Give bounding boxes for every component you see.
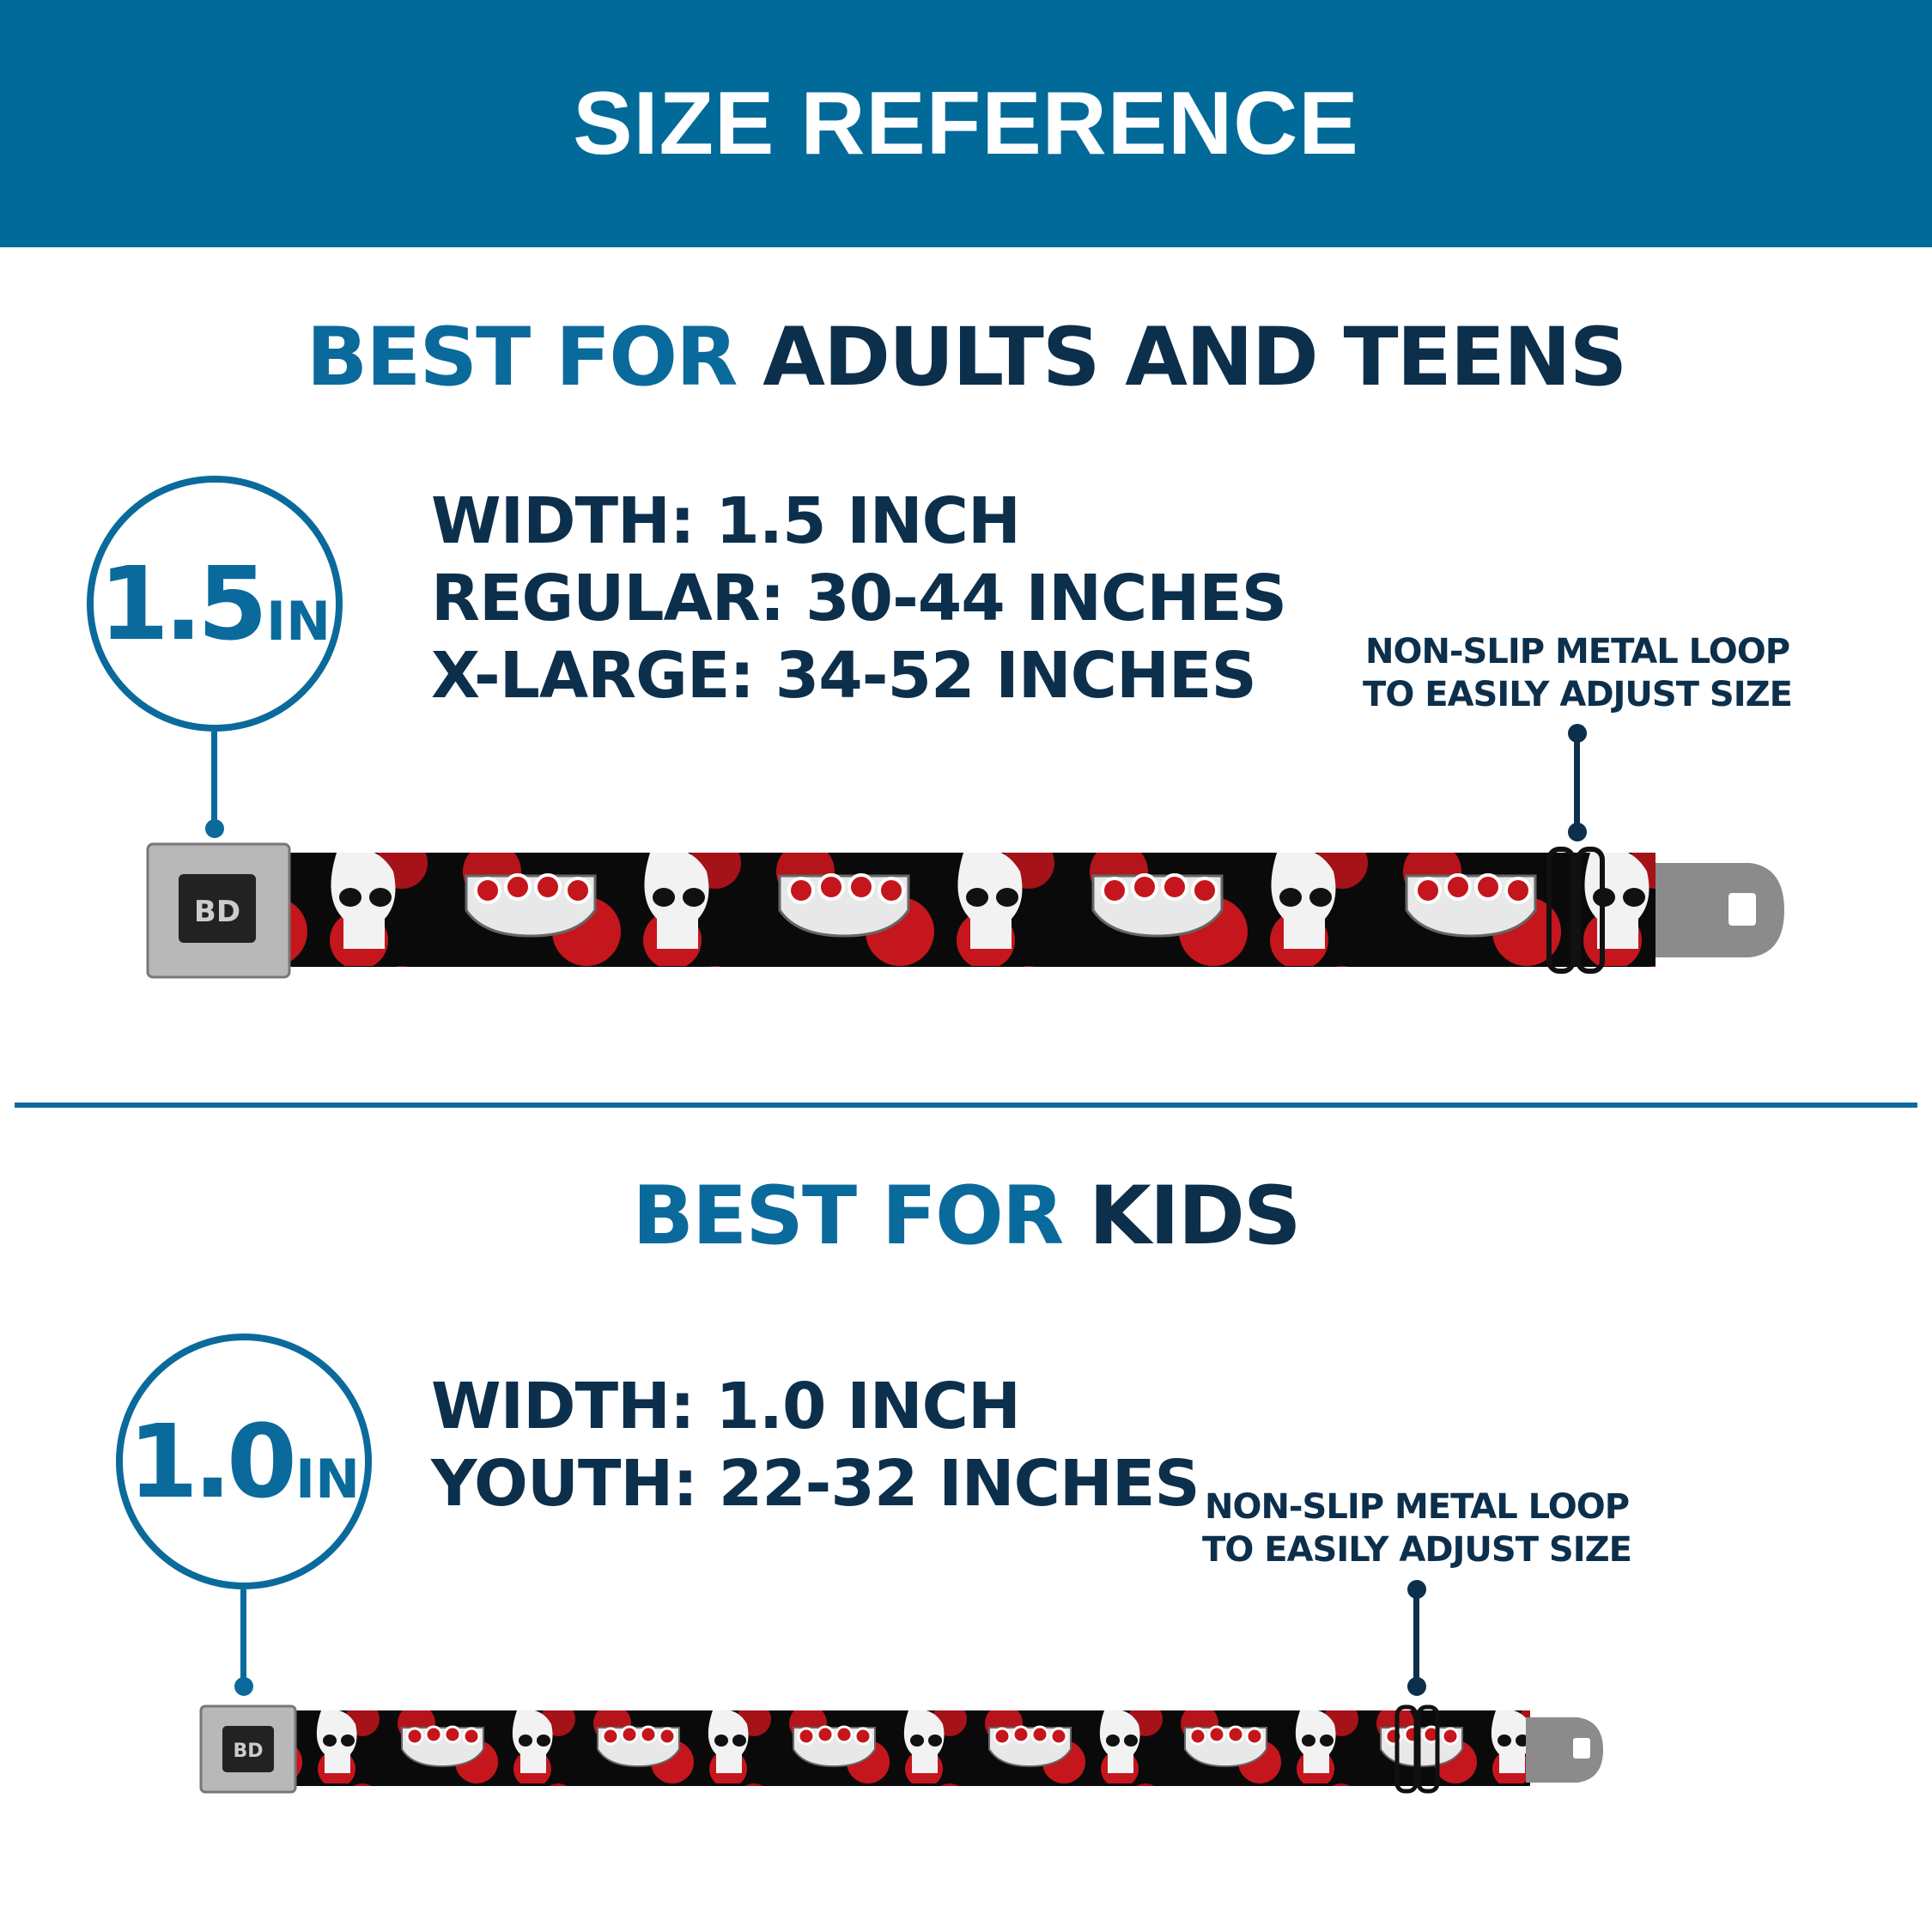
badge-unit: IN [295,1447,360,1510]
adults-section-title: BEST FOR ADULTS AND TEENS [0,311,1932,404]
badge-connector [211,732,217,828]
spec-youth: YOUTH: 22-32 INCHES [431,1447,1200,1521]
badge-unit: IN [266,589,331,653]
belt-adults: BD [146,842,1784,979]
badge-connector [240,1589,246,1686]
note-line-1: NON-SLIP METAL LOOP [1364,632,1790,671]
title-prefix: BEST FOR [632,1170,1064,1263]
belt-kids: BD [199,1704,1603,1794]
kids-specs: WIDTH: 1.0 INCH YOUTH: 22-32 INCHES [431,1368,1200,1522]
note-line-2: TO EASILY ADJUST SIZE [1202,1530,1632,1570]
width-badge-adults: 1.5 IN [87,476,343,732]
note-dot-bottom [1568,823,1587,841]
badge-number: 1.5 [98,544,268,663]
note-line-2: TO EASILY ADJUST SIZE [1363,675,1793,714]
buckle-logo: BD [233,1741,263,1762]
title-main: ADULTS AND TEENS [762,311,1627,404]
metal-tip [1656,863,1784,957]
note-connector [1413,1589,1419,1684]
loop-note-kids: NON-SLIP METAL LOOP TO EASILY ADJUST SIZ… [1202,1485,1632,1571]
note-dot-bottom [1407,1677,1426,1696]
note-line-1: NON-SLIP METAL LOOP [1204,1487,1630,1527]
spec-width: WIDTH: 1.0 INCH [431,1370,1021,1443]
strap [290,853,1656,967]
badge-number: 1.0 [127,1402,297,1521]
title-main: KIDS [1089,1170,1302,1263]
adjust-loop [1546,847,1576,974]
adults-specs: WIDTH: 1.5 INCH REGULAR: 30-44 INCHES X-… [431,483,1287,714]
spec-width: WIDTH: 1.5 INCH [431,484,1021,558]
spec-xlarge: X-LARGE: 34-52 INCHES [431,639,1257,713]
width-badge-kids: 1.0 IN [116,1334,372,1589]
header-banner: SIZE REFERENCE [0,0,1932,247]
kids-section-title: BEST FOR KIDS [0,1170,1932,1263]
connector-dot [234,1677,253,1696]
adjust-loop [1394,1704,1419,1794]
spec-regular: REGULAR: 30-44 INCHES [431,562,1287,635]
strap [294,1710,1530,1786]
connector-dot [205,819,224,838]
page-title: SIZE REFERENCE [573,73,1359,173]
buckle-logo: BD [194,895,240,929]
section-divider [15,1103,1917,1108]
loop-note-adults: NON-SLIP METAL LOOP TO EASILY ADJUST SIZ… [1363,630,1793,716]
title-prefix: BEST FOR [306,311,738,404]
metal-tip [1526,1717,1603,1783]
note-connector [1574,733,1580,829]
